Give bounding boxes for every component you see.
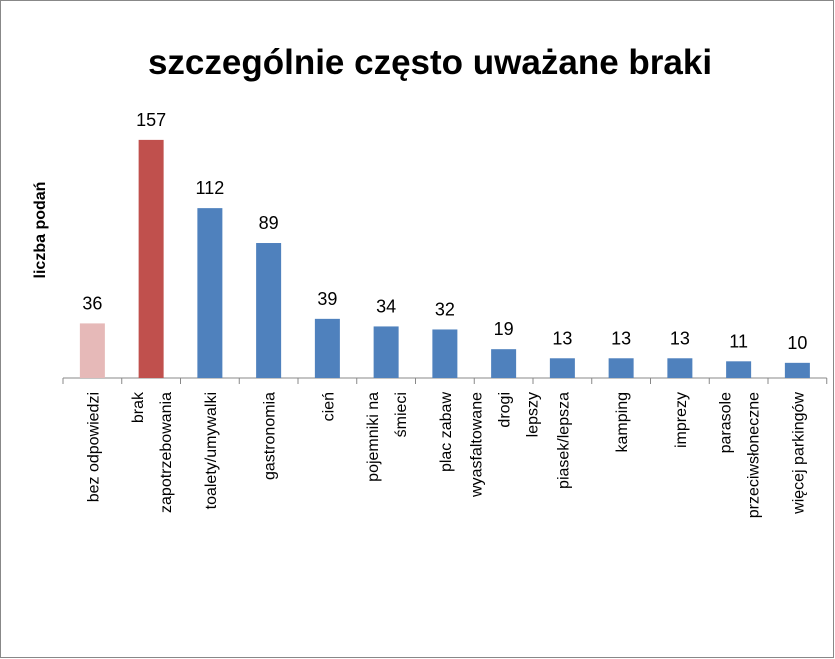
value-label: 89 xyxy=(259,213,279,233)
value-label: 34 xyxy=(376,296,396,316)
x-tick-label: więcej parkingów xyxy=(790,392,807,515)
bar xyxy=(314,318,340,378)
bar xyxy=(549,358,575,378)
value-label: 13 xyxy=(670,328,690,348)
bar xyxy=(197,208,223,378)
bar xyxy=(138,139,164,378)
bar xyxy=(726,361,752,378)
value-label: 36 xyxy=(82,293,102,313)
x-tick-label: toalety/umywalki xyxy=(203,392,220,509)
x-tick-label: parasole przeciwsłoneczne xyxy=(718,392,763,518)
value-label: 39 xyxy=(317,289,337,309)
x-tick-label: brak zapotrzebowania xyxy=(130,391,175,513)
chart-title: szczególnie często uważane braki xyxy=(148,43,712,82)
value-label: 13 xyxy=(552,328,572,348)
bar xyxy=(256,243,282,378)
bar xyxy=(608,358,634,378)
bar xyxy=(667,358,693,378)
value-label: 32 xyxy=(435,299,455,319)
bar xyxy=(432,329,458,378)
value-label: 13 xyxy=(611,328,631,348)
bar xyxy=(79,323,105,378)
value-label: 112 xyxy=(196,178,225,198)
x-tick-label: gastronomia xyxy=(262,392,279,480)
bar xyxy=(491,349,517,378)
value-label: 10 xyxy=(787,333,807,353)
x-tick-label: kamping xyxy=(614,392,631,452)
x-tick-label: plac zabaw xyxy=(438,392,455,472)
x-tick-label: bez odpowiedzi xyxy=(85,392,102,502)
x-tick-label: cień xyxy=(320,392,337,421)
x-tick-label: wyasfaltowane drogi lepszy xyxy=(469,392,542,498)
x-tick-label: piasek/lepsza xyxy=(555,392,572,489)
x-tick-label: imprezy xyxy=(673,392,690,448)
value-label: 157 xyxy=(136,110,166,130)
bar xyxy=(373,326,399,378)
x-tick-label: pojemniki na śmieci xyxy=(365,392,410,482)
y-axis-label: liczba podań xyxy=(32,182,49,279)
value-label: 19 xyxy=(494,319,514,339)
bar xyxy=(784,362,810,378)
value-label: 11 xyxy=(729,331,748,351)
